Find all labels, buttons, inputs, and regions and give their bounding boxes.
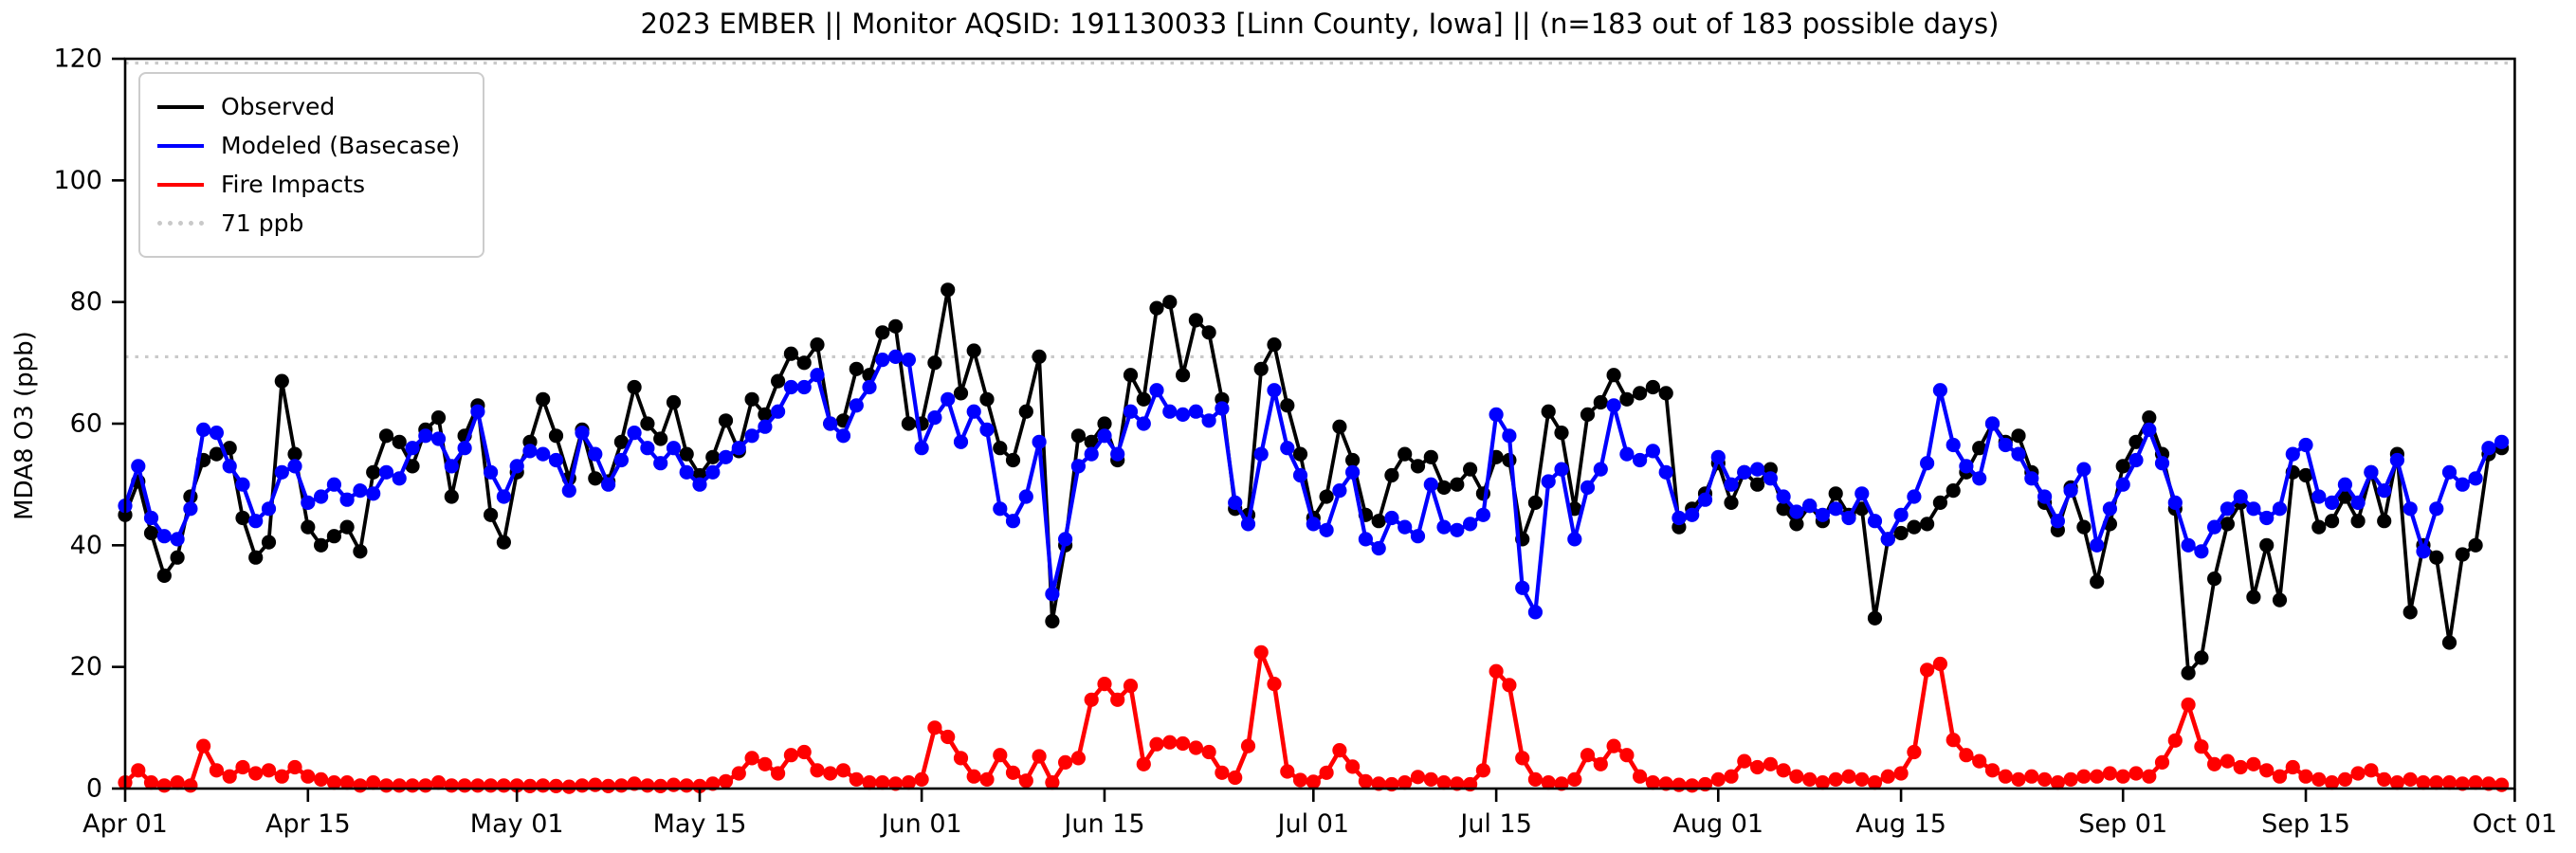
series-line-0 [123,287,2503,675]
series-line-2 [123,649,2502,789]
svg-text:Sep 01: Sep 01 [2078,809,2167,839]
legend-label: Modeled (Basecase) [221,132,461,159]
legend-label: Observed [221,93,336,120]
legend-item-71ppb: 71 ppb [157,204,460,243]
svg-text:Aug 15: Aug 15 [1855,809,1946,839]
legend-item-modeled: Modeled (Basecase) [157,126,460,165]
svg-text:Jun 15: Jun 15 [1062,809,1144,839]
modeled-line-swatch [157,143,204,148]
legend-item-fire-impacts: Fire Impacts [157,165,460,204]
svg-text:0: 0 [86,774,102,804]
legend-label: 71 ppb [221,209,304,237]
svg-text:Oct 01: Oct 01 [2473,809,2558,839]
legend-label: Fire Impacts [221,171,366,198]
series-markers-0 [118,282,2510,681]
svg-text:Aug 01: Aug 01 [1672,809,1763,839]
svg-text:Apr 15: Apr 15 [265,809,351,839]
y-axis-ticks: 0 20 40 60 80 100 120 [53,45,125,804]
series-markers-2 [118,644,2510,794]
series-line-1 [123,354,2503,615]
svg-text:100: 100 [53,166,102,195]
svg-text:Jun 01: Jun 01 [880,809,962,839]
svg-text:Apr 01: Apr 01 [82,809,168,839]
svg-text:20: 20 [70,652,102,681]
svg-text:60: 60 [70,409,102,439]
series-markers-1 [118,349,2510,620]
legend-item-observed: Observed [157,87,460,126]
chart-title: 2023 EMBER || Monitor AQSID: 191130033 [… [640,8,2000,40]
svg-text:40: 40 [70,531,102,560]
observed-line-swatch [157,104,204,109]
svg-text:120: 120 [53,45,102,74]
chart-legend: Observed Modeled (Basecase) Fire Impacts… [138,72,485,258]
x-axis-ticks: Apr 01 Apr 15 May 01 May 15 Jun 01 Jun 15 Jul … [82,789,2557,839]
svg-text:Sep 15: Sep 15 [2261,809,2350,839]
svg-text:Jul 01: Jul 01 [1276,809,1350,839]
svg-text:80: 80 [70,287,102,317]
svg-text:Jul 15: Jul 15 [1458,809,1532,839]
svg-text:May 01: May 01 [470,809,564,839]
fire-impacts-line-swatch [157,182,204,187]
threshold-line-swatch [157,221,204,226]
svg-text:May 15: May 15 [653,809,747,839]
